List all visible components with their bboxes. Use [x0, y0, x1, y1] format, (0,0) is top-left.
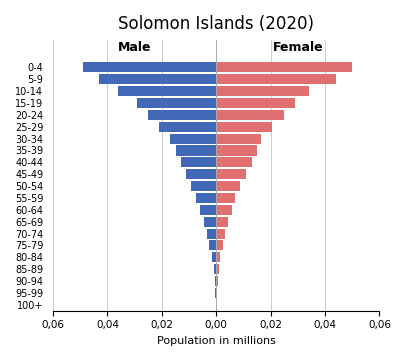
- Bar: [216, 122, 271, 132]
- Bar: [216, 217, 227, 227]
- Bar: [159, 122, 216, 132]
- Bar: [216, 181, 240, 191]
- Bar: [211, 252, 216, 262]
- Bar: [216, 240, 222, 251]
- Bar: [195, 193, 216, 203]
- Bar: [209, 240, 216, 251]
- Title: Solomon Islands (2020): Solomon Islands (2020): [118, 15, 313, 33]
- Bar: [185, 169, 216, 179]
- Bar: [216, 205, 231, 215]
- Bar: [200, 205, 216, 215]
- Bar: [118, 86, 216, 96]
- Bar: [148, 110, 216, 120]
- Bar: [216, 157, 251, 168]
- Bar: [216, 86, 308, 96]
- Bar: [216, 193, 235, 203]
- Bar: [203, 217, 216, 227]
- Text: Male: Male: [118, 42, 151, 55]
- Bar: [216, 62, 352, 73]
- Bar: [176, 145, 216, 156]
- Bar: [216, 74, 335, 84]
- Bar: [216, 264, 218, 274]
- Text: Female: Female: [272, 42, 322, 55]
- Bar: [216, 169, 245, 179]
- Bar: [191, 181, 216, 191]
- Bar: [216, 98, 294, 108]
- Bar: [216, 134, 260, 144]
- Bar: [216, 110, 284, 120]
- Bar: [206, 229, 216, 239]
- Bar: [99, 74, 216, 84]
- Bar: [216, 276, 217, 286]
- Bar: [83, 62, 216, 73]
- Bar: [181, 157, 216, 168]
- Bar: [214, 276, 216, 286]
- Bar: [216, 288, 217, 298]
- Bar: [213, 264, 216, 274]
- Bar: [137, 98, 216, 108]
- Bar: [216, 145, 256, 156]
- Bar: [215, 288, 216, 298]
- Bar: [216, 252, 220, 262]
- X-axis label: Population in millions: Population in millions: [156, 336, 275, 346]
- Bar: [216, 229, 224, 239]
- Bar: [170, 134, 216, 144]
